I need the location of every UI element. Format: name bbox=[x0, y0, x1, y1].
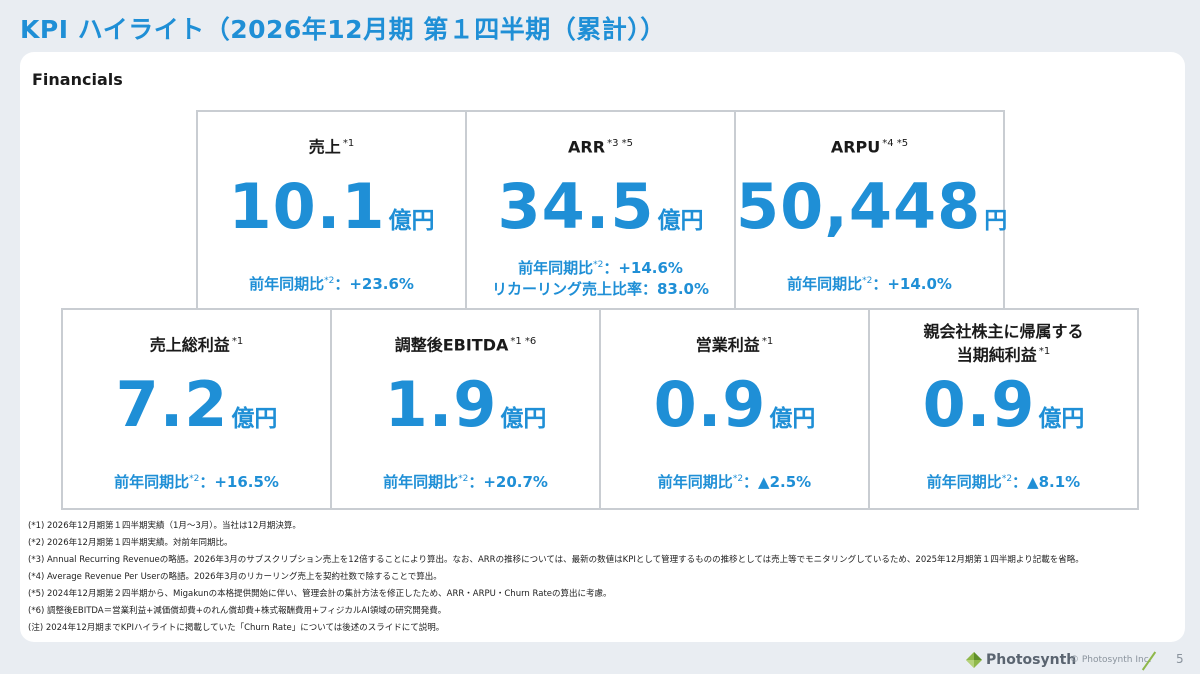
kpi-card-operating-profit: 営業利益 *1 0.9 億円 前年同期比*2：▲2.5% bbox=[599, 308, 870, 510]
footnote: (*5) 2024年12月期第２四半期から、Migakunの本格提供開始に伴い、… bbox=[28, 589, 612, 599]
company-logo: Photosynth bbox=[965, 651, 1076, 669]
footnote: (注) 2024年12月期までKPIハイライトに掲載していた「Churn Rat… bbox=[28, 623, 445, 633]
kpi-card-arpu: ARPU *4 *5 50,448 円 前年同期比*2：+14.0% bbox=[734, 110, 1008, 310]
kpi-label: ARPU *4 *5 bbox=[830, 137, 909, 157]
kpi-yoy: 前年同期比*2：+20.7% bbox=[383, 473, 548, 491]
kpi-label: 売上 *1 bbox=[308, 137, 355, 157]
footnote: (*3) Annual Recurring Revenueの略語。2026年3月… bbox=[28, 555, 1084, 565]
kpi-value: 34.5 億円 bbox=[497, 170, 704, 243]
slide-title: KPI ハイライト（2026年12月期 第１四半期（累計）） bbox=[20, 15, 666, 44]
kpi-value: 10.1 億円 bbox=[228, 170, 435, 243]
kpi-value: 1.9 億円 bbox=[384, 368, 547, 441]
kpi-card-arr: ARR *3 *5 34.5 億円 前年同期比*2：+14.6% リカーリング売上比… bbox=[465, 110, 736, 310]
kpi-label: ARR *3 *5 bbox=[568, 137, 633, 157]
kpi-recurring-ratio: リカーリング売上比率：83.0% bbox=[491, 280, 710, 298]
page-number: 5 bbox=[1176, 652, 1184, 666]
footnote: (*6) 調整後EBITDA＝営業利益+減価償却費+のれん償却費+株式報酬費用+… bbox=[28, 606, 447, 616]
kpi-yoy: 前年同期比*2：▲2.5% bbox=[657, 473, 812, 491]
kpi-label: 売上総利益 *1 bbox=[149, 335, 244, 355]
kpi-card-net-income: 親会社株主に帰属する 当期純利益 *1 0.9 億円 前年同期比*2：▲8.1% bbox=[868, 308, 1139, 510]
section-label: Financials bbox=[32, 70, 123, 89]
leaf-logo-icon bbox=[966, 652, 982, 668]
kpi-yoy: 前年同期比*2：▲8.1% bbox=[926, 473, 1081, 491]
kpi-card-gross-profit: 売上総利益 *1 7.2 億円 前年同期比*2：+16.5% bbox=[61, 308, 332, 510]
kpi-value: 0.9 億円 bbox=[653, 368, 816, 441]
kpi-yoy: 前年同期比*2：+14.6% bbox=[518, 259, 683, 277]
kpi-yoy: 前年同期比*2：+14.0% bbox=[787, 275, 952, 293]
kpi-value: 7.2 億円 bbox=[115, 368, 278, 441]
footnote: (*4) Average Revenue Per Userの略語。2026年3月… bbox=[28, 572, 442, 582]
footnote: (*1) 2026年12月期第１四半期実績（1月～3月）。当社は12月期決算。 bbox=[28, 521, 301, 531]
copyright: © Photosynth Inc. bbox=[1070, 655, 1152, 665]
kpi-card-adjusted-ebitda: 調整後EBITDA *1 *6 1.9 億円 前年同期比*2：+20.7% bbox=[330, 308, 601, 510]
kpi-yoy: 前年同期比*2：+16.5% bbox=[114, 473, 279, 491]
footnotes: (*1) 2026年12月期第１四半期実績（1月～3月）。当社は12月期決算。 … bbox=[28, 518, 1168, 637]
kpi-label: 親会社株主に帰属する 当期純利益 *1 bbox=[923, 322, 1084, 365]
kpi-value: 0.9 億円 bbox=[922, 368, 1085, 441]
brand-name: Photosynth bbox=[986, 652, 1077, 668]
kpi-label: 営業利益 *1 bbox=[695, 335, 774, 355]
kpi-label: 調整後EBITDA *1 *6 bbox=[394, 335, 537, 355]
kpi-yoy: 前年同期比*2：+23.6% bbox=[249, 275, 414, 293]
kpi-card-sales: 売上 *1 10.1 億円 前年同期比*2：+23.6% bbox=[196, 110, 467, 310]
footnote: (*2) 2026年12月期第１四半期実績。対前年同期比。 bbox=[28, 538, 233, 548]
kpi-value: 50,448 円 bbox=[736, 170, 1008, 243]
